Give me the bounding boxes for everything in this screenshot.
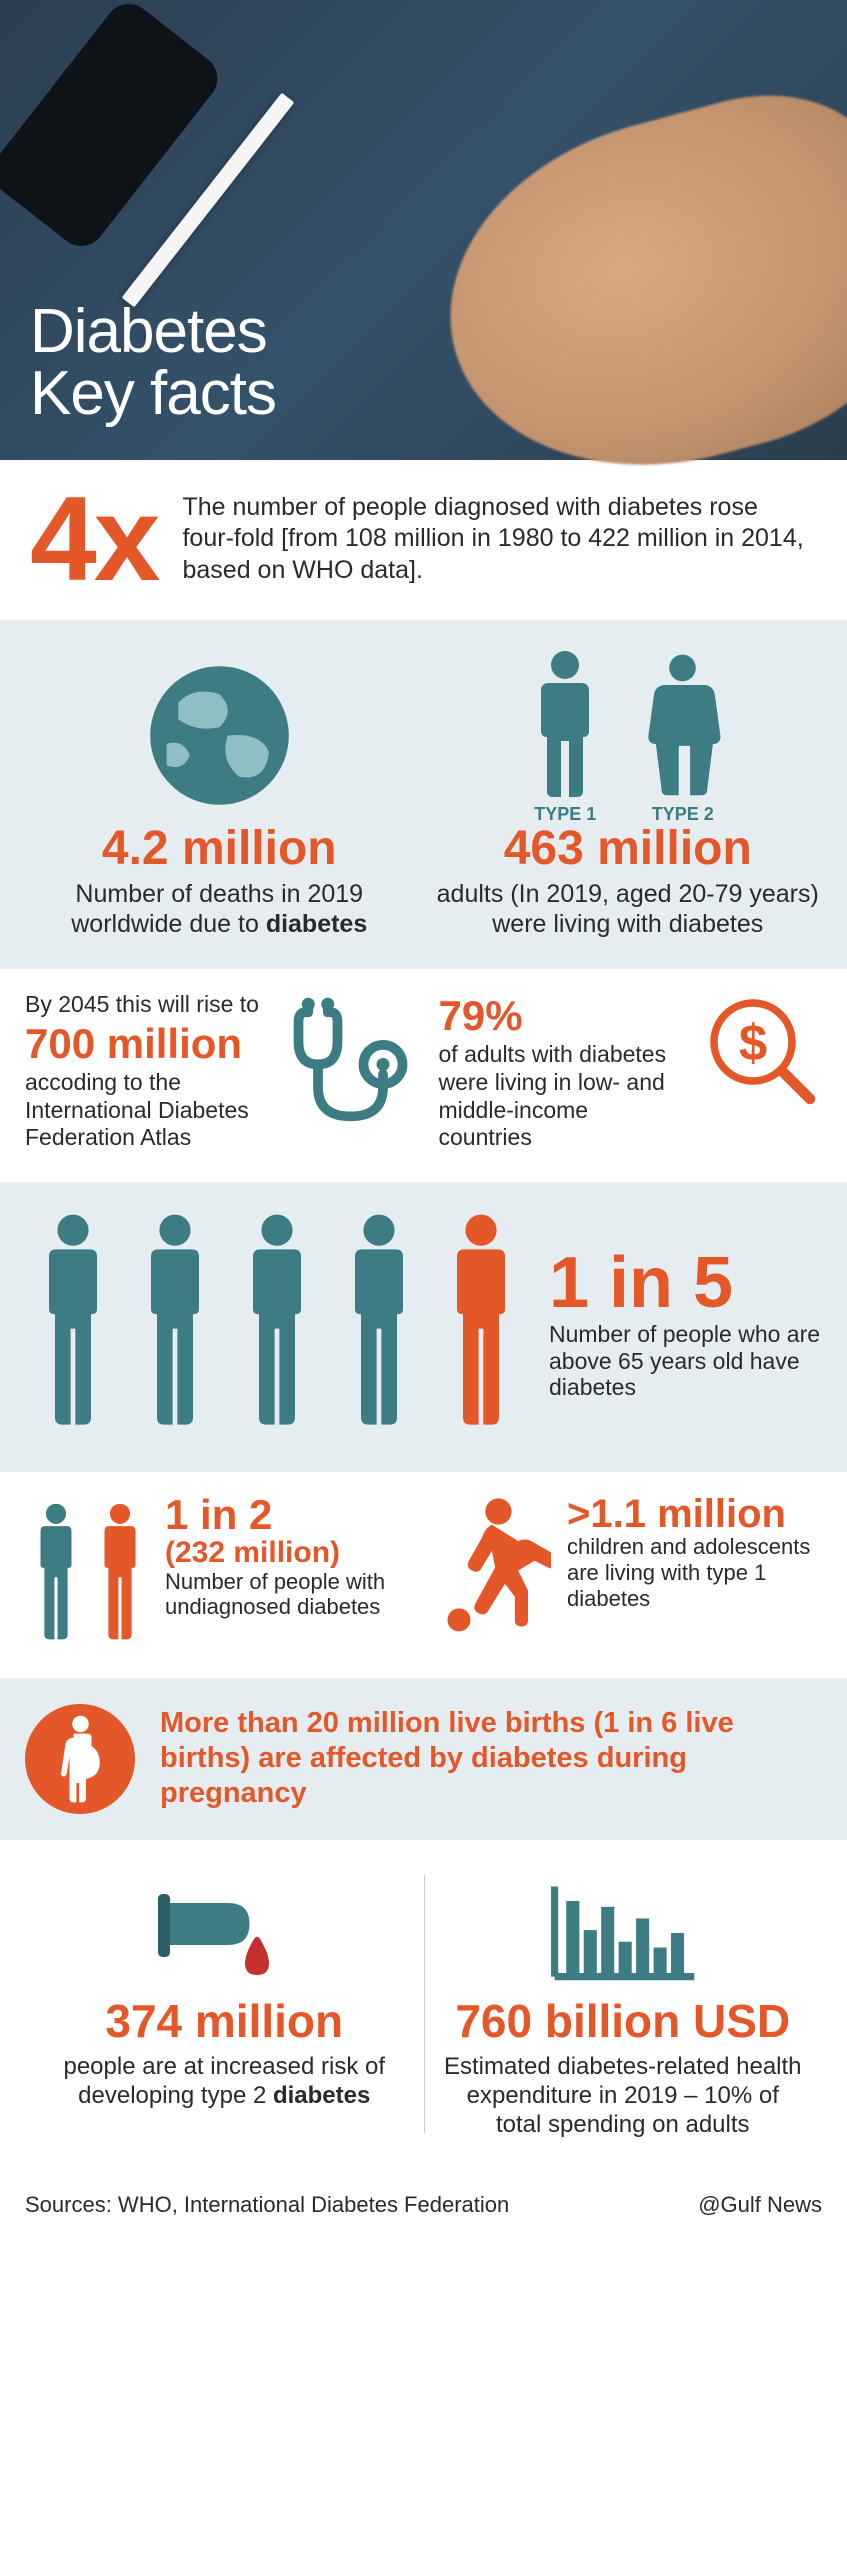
700m-number: 700 million	[25, 1019, 264, 1069]
1in2-desc: Number of people with undiagnosed diabet…	[165, 1569, 411, 1620]
cell-children: >1.1 million children and adolescents ar…	[436, 1494, 822, 1650]
person-blue-icon	[25, 1500, 87, 1650]
cell-760b: 760 billion USD Estimated diabetes-relat…	[424, 1868, 823, 2140]
svg-text:$: $	[739, 1014, 767, 1071]
4x-text: The number of people diagnosed with diab…	[182, 492, 812, 586]
760b-desc: Estimated diabetes-related health expend…	[442, 2052, 805, 2140]
row-pregnancy: More than 20 million live births (1 in 6…	[0, 1678, 847, 1840]
hero-title-line1: Diabetes	[30, 301, 276, 363]
cell-adults: TYPE 1 TYPE 2 463 million adults (In 201…	[434, 645, 823, 939]
cell-1in2: 1 in 2 (232 million) Number of people wi…	[25, 1494, 411, 1650]
pregnancy-text: More than 20 million live births (1 in 6…	[160, 1706, 822, 1812]
handle-text: @Gulf News	[698, 2192, 822, 2218]
79pct-desc: of adults with diabetes were living in l…	[439, 1041, 688, 1151]
deaths-desc: Number of deaths in 2019 worldwide due t…	[25, 879, 414, 939]
person-type2-icon	[635, 649, 730, 799]
row-1in5: 1 in 5 Number of people who are above 65…	[0, 1182, 847, 1472]
1in5-desc: Number of people who are above 65 years …	[549, 1321, 822, 1400]
79pct-number: 79%	[439, 991, 688, 1041]
globe-icon	[137, 653, 302, 818]
sources-text: Sources: WHO, International Diabetes Fed…	[25, 2192, 509, 2218]
4x-number: 4x	[30, 488, 157, 590]
hero-banner: Diabetes Key facts	[0, 0, 847, 460]
magnifier-dollar-icon: $	[702, 991, 822, 1111]
pregnancy-icon	[25, 1704, 135, 1814]
person-orange-icon	[89, 1500, 151, 1650]
232m-number: (232 million)	[165, 1536, 411, 1569]
cell-79pct: 79% of adults with diabetes were living …	[439, 991, 823, 1152]
stethoscope-icon	[279, 991, 409, 1141]
1in2-number: 1 in 2	[165, 1494, 411, 1536]
bar-chart-icon	[543, 1873, 703, 1993]
row-1in2-children: 1 in 2 (232 million) Number of people wi…	[0, 1472, 847, 1678]
finger-drop-icon	[149, 1873, 299, 1993]
five-people-icon	[25, 1210, 529, 1440]
adults-number: 463 million	[434, 825, 823, 873]
700m-pre: By 2045 this will rise to	[25, 991, 264, 1019]
760b-number: 760 billion USD	[442, 1998, 805, 2044]
1in5-number: 1 in 5	[549, 1249, 822, 1317]
700m-post: accoding to the International Diabetes F…	[25, 1069, 264, 1152]
hero-title-line2: Key facts	[30, 363, 276, 425]
row-deaths-adults: 4.2 million Number of deaths in 2019 wor…	[0, 620, 847, 969]
row-374m-760b: 374 million people are at increased risk…	[0, 1840, 847, 2178]
person-type1-icon	[525, 649, 605, 799]
cell-deaths: 4.2 million Number of deaths in 2019 wor…	[25, 645, 414, 939]
374m-number: 374 million	[43, 1998, 406, 2044]
cell-374m: 374 million people are at increased risk…	[25, 1868, 424, 2140]
cell-700m: By 2045 this will rise to 700 million ac…	[25, 991, 409, 1152]
deaths-number: 4.2 million	[25, 825, 414, 873]
children-number: >1.1 million	[567, 1494, 822, 1534]
child-playing-icon	[436, 1494, 551, 1644]
374m-desc: people are at increased risk of developi…	[43, 2052, 406, 2111]
row-700m-79pct: By 2045 this will rise to 700 million ac…	[0, 969, 847, 1182]
footer: Sources: WHO, International Diabetes Fed…	[0, 2178, 847, 2248]
adults-desc: adults (In 2019, aged 20-79 years) were …	[434, 879, 823, 939]
children-desc: children and adolescents are living with…	[567, 1534, 822, 1612]
stat-4x: 4x The number of people diagnosed with d…	[0, 460, 847, 620]
